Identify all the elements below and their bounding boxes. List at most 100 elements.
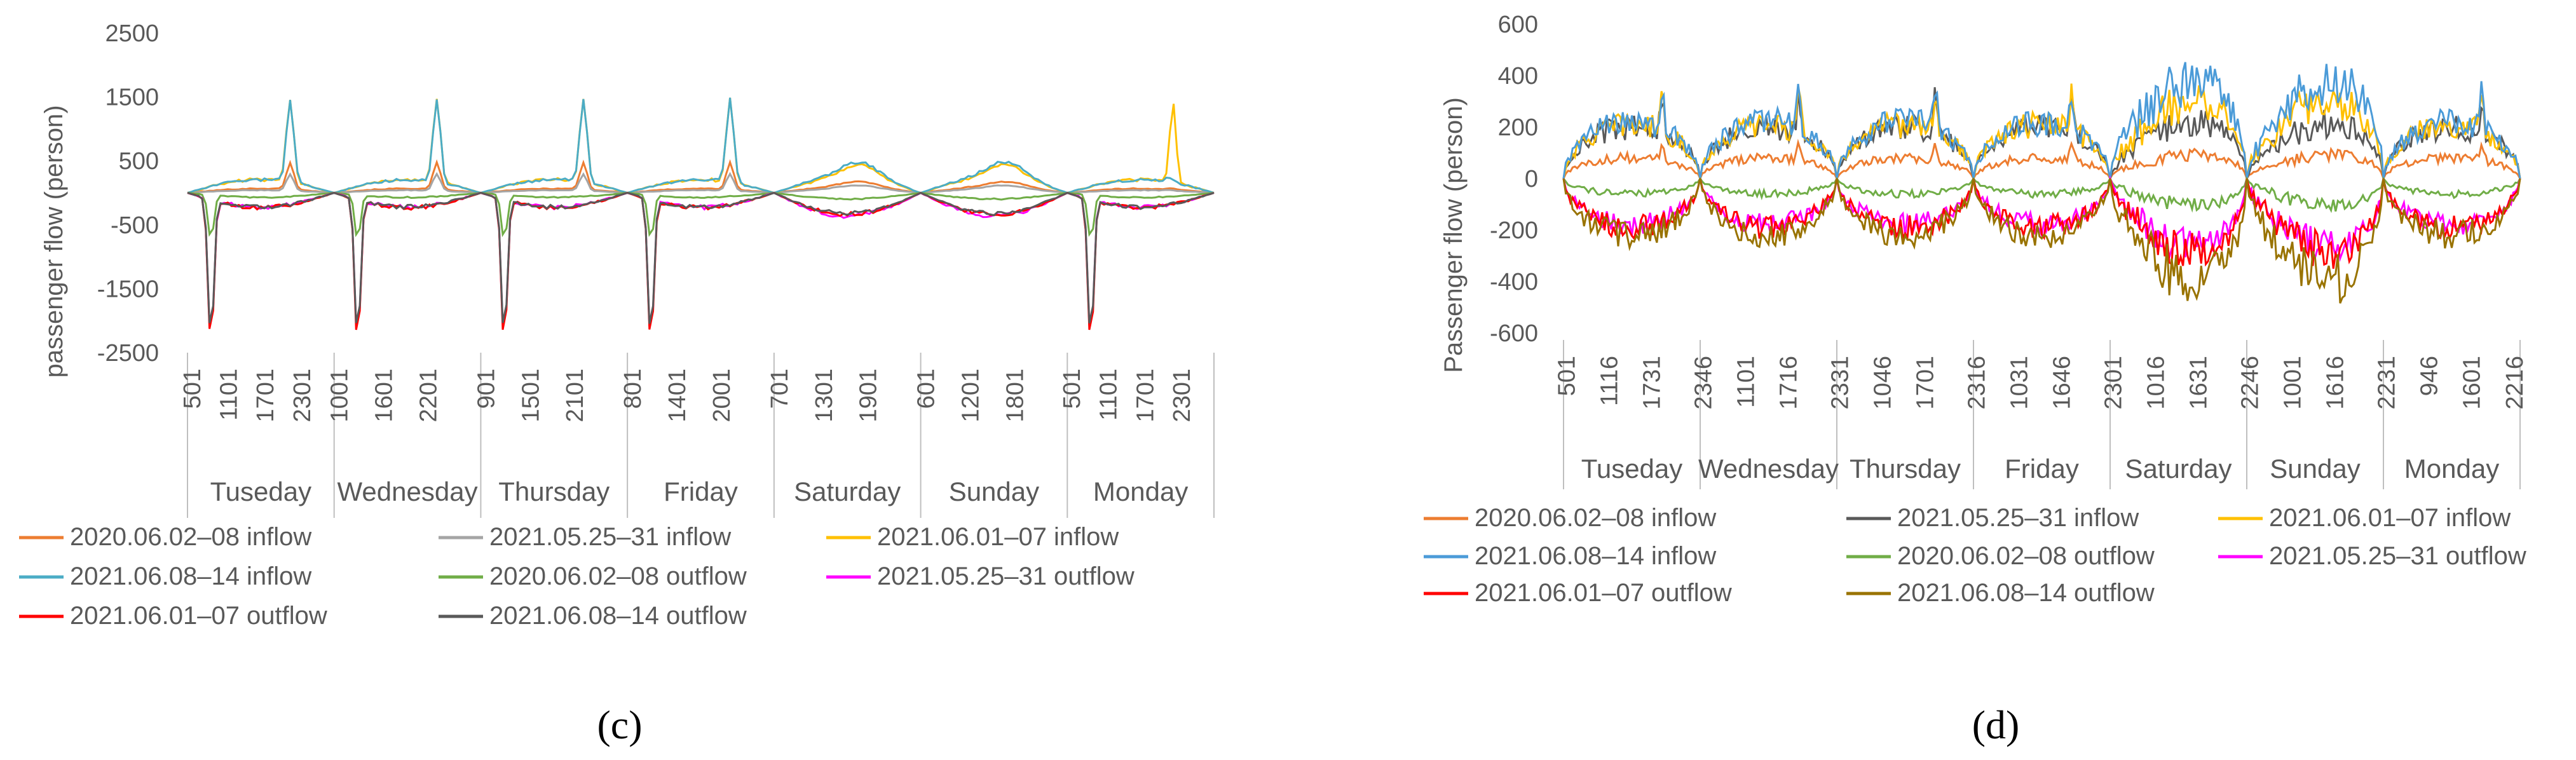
x-tick-label-c: 1601 [371, 369, 398, 423]
x-tick-label-d: 1101 [1733, 356, 1760, 408]
day-label-d: Tuseday [1581, 454, 1683, 484]
series-line-d [1562, 62, 2521, 179]
day-label-c: Friday [664, 477, 738, 506]
x-tick-label-c: 901 [473, 369, 500, 409]
legend-label-d: 2021.05.25–31 outflow [2269, 542, 2526, 570]
x-tick-label-c: 1501 [517, 369, 544, 423]
x-tick-label-c: 1801 [1002, 369, 1028, 423]
series-line-d [1562, 178, 2521, 304]
x-tick-label-c: 1401 [664, 369, 691, 423]
panel-label-c: (c) [597, 702, 642, 747]
legend-label-c: 2021.05.25–31 inflow [489, 523, 731, 551]
x-tick-label-d: 1016 [2143, 356, 2170, 410]
day-label-c: Thursday [498, 477, 610, 506]
legend-label-c: 2021.06.08–14 outflow [489, 602, 747, 630]
x-tick-label-d: 2246 [2237, 356, 2263, 410]
legend-label-c: 2021.05.25–31 outflow [877, 562, 1135, 590]
y-tick-label-c: -500 [111, 212, 159, 239]
x-tick-label-c: 501 [1059, 369, 1086, 409]
legend-label-d: 2021.06.01–07 outflow [1475, 579, 1732, 607]
x-tick-label-d: 2316 [1963, 356, 1990, 410]
x-tick-label-c: 601 [913, 369, 940, 409]
x-tick-label-d: 2346 [1690, 356, 1717, 410]
x-tick-label-d: 1031 [2007, 356, 2033, 410]
series-line-d [1562, 139, 2521, 181]
x-tick-label-d: 946 [2416, 356, 2443, 396]
day-label-d: Sunday [2270, 454, 2360, 484]
legend-label-c: 2020.06.02–08 outflow [489, 562, 747, 590]
x-tick-label-d: 1646 [2049, 356, 2076, 410]
day-label-c: Tuseday [210, 477, 312, 506]
x-tick-label-d: 1116 [1597, 356, 1623, 406]
x-tick-label-d: 1716 [1776, 356, 1803, 410]
x-tick-label-c: 1101 [1096, 369, 1122, 421]
series-line-d [1562, 176, 2521, 214]
legend-label-d: 2020.06.02–08 outflow [1897, 542, 2155, 570]
legend-label-d: 2021.06.08–14 inflow [1475, 542, 1716, 570]
legend-label-d: 2021.06.01–07 inflow [2269, 504, 2511, 532]
chart-d: (d) Passenger flow (person) -600 -400 -200… [1424, 11, 2528, 747]
day-label-c: Wednesday [337, 477, 478, 506]
day-label-c: Saturday [794, 477, 901, 506]
x-tick-label-c: 501 [179, 369, 206, 409]
chart-c: (c) passenger flow (person) -2500 -1500 -5… [19, 20, 1215, 747]
y-tick-label-c: 1500 [105, 85, 159, 111]
legend-label-c: 2021.06.08–14 inflow [70, 562, 311, 590]
y-tick-label-d: 200 [1498, 114, 1538, 141]
x-tick-label-c: 2101 [562, 369, 589, 423]
x-tick-label-d: 1631 [2186, 356, 2212, 410]
x-tick-label-c: 2001 [709, 369, 735, 423]
legend-label-c: 2021.06.01–07 outflow [70, 602, 327, 630]
series-line-c [187, 172, 1215, 194]
series-line-c [187, 191, 1215, 238]
series-line-c [187, 97, 1215, 194]
y-tick-label-d: 0 [1525, 166, 1538, 193]
x-tick-label-d: 2216 [2502, 356, 2528, 410]
x-tick-label-c: 1701 [1132, 369, 1159, 423]
x-tick-label-d: 1701 [1912, 356, 1939, 410]
x-tick-label-c: 701 [767, 369, 793, 409]
x-tick-label-d: 1731 [1639, 356, 1666, 410]
x-tick-label-c: 2301 [1169, 369, 1196, 423]
series-line-c [187, 191, 1215, 324]
legend-label-d: 2021.05.25–31 inflow [1897, 504, 2139, 532]
y-tick-label-d: 600 [1498, 11, 1538, 38]
x-tick-label-c: 1901 [855, 369, 882, 423]
legend-label-d: 2021.06.08–14 outflow [1897, 579, 2155, 607]
legend-label-d: 2020.06.02–08 inflow [1475, 504, 1716, 532]
day-label-d: Friday [2005, 454, 2079, 484]
y-tick-label-c: 500 [119, 148, 159, 175]
x-tick-label-c: 1001 [327, 369, 353, 423]
y-axis-label-c: passenger flow (person) [40, 105, 68, 377]
day-label-d: Monday [2404, 454, 2499, 484]
x-tick-label-d: 2231 [2373, 356, 2400, 410]
y-tick-label-d: -600 [1490, 320, 1538, 347]
y-tick-label-d: 400 [1498, 63, 1538, 90]
y-tick-label-c: -2500 [97, 340, 159, 367]
x-tick-label-d: 1616 [2322, 356, 2349, 410]
x-tick-label-c: 801 [620, 369, 646, 409]
day-label-c: Monday [1093, 477, 1188, 506]
x-tick-label-c: 1201 [957, 369, 984, 423]
legend-label-c: 2020.06.02–08 inflow [70, 523, 311, 551]
y-tick-label-c: 2500 [105, 20, 159, 47]
x-tick-label-c: 1301 [811, 369, 838, 423]
x-tick-label-c: 2201 [416, 369, 442, 423]
day-label-d: Thursday [1850, 454, 1961, 484]
y-tick-label-c: -1500 [97, 276, 159, 302]
day-label-d: Wednesday [1698, 454, 1839, 484]
x-tick-label-d: 1046 [1870, 356, 1897, 410]
x-tick-label-d: 1601 [2459, 356, 2486, 410]
x-tick-label-c: 2301 [289, 369, 316, 423]
x-tick-label-d: 2331 [1827, 356, 1853, 410]
x-tick-label-d: 1001 [2280, 356, 2307, 410]
day-label-c: Sunday [949, 477, 1039, 506]
panel-label-d: (d) [1972, 702, 2020, 747]
series-line-d [1562, 87, 2521, 182]
legend-label-c: 2021.06.01–07 inflow [877, 523, 1119, 551]
series-line-d [1562, 178, 2521, 269]
x-tick-label-d: 2301 [2100, 356, 2127, 410]
x-tick-label-d: 501 [1553, 356, 1580, 396]
